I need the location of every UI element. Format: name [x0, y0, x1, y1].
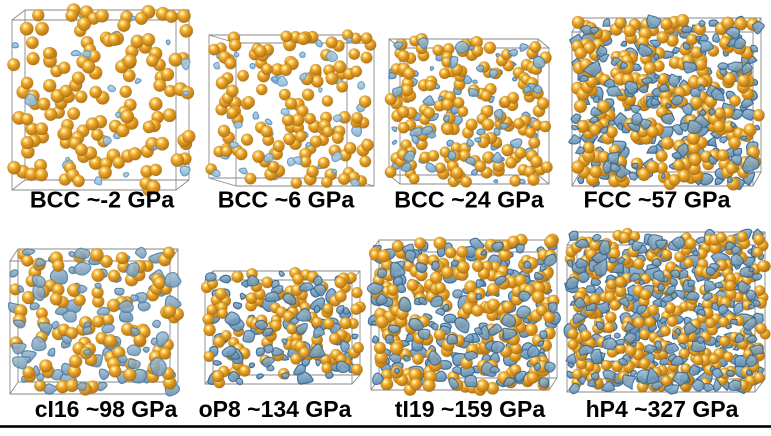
- svg-text:BCC ~24 GPa: BCC ~24 GPa: [394, 187, 545, 213]
- svg-text:FCC ~57 GPa: FCC ~57 GPa: [584, 187, 732, 213]
- svg-text:BCC ~-2 GPa: BCC ~-2 GPa: [30, 187, 175, 213]
- svg-text:oP8 ~134 GPa: oP8 ~134 GPa: [199, 396, 352, 422]
- svg-text:tI19 ~159 GPa: tI19 ~159 GPa: [395, 396, 545, 422]
- svg-text:BCC ~6 GPa: BCC ~6 GPa: [218, 187, 356, 213]
- svg-text:hP4 ~327 GPa: hP4 ~327 GPa: [586, 396, 739, 422]
- svg-text:cI16 ~98 GPa: cI16 ~98 GPa: [35, 396, 178, 422]
